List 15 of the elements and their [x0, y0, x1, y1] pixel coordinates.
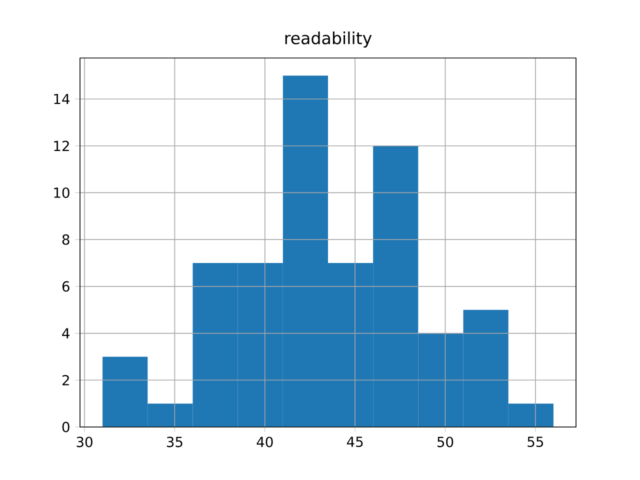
y-tick-label: 0: [62, 422, 70, 432]
x-tick-label: 50: [438, 436, 454, 448]
y-tick-label: 4: [62, 328, 70, 338]
y-tick-label: 2: [62, 374, 69, 386]
x-tick-label: 30: [76, 436, 92, 448]
y-tick-label: 10: [54, 187, 70, 198]
x-tick-label: 40: [256, 436, 273, 448]
x-tick-label: 55: [528, 436, 544, 448]
y-tick-label: 12: [54, 140, 69, 151]
x-tick-label: 45: [346, 436, 363, 448]
chart-title: readability: [285, 32, 372, 48]
y-tick-label: 14: [54, 94, 70, 104]
y-tick-label: 6: [62, 281, 70, 292]
x-tick-label: 35: [166, 436, 182, 448]
y-tick-label: 8: [62, 234, 70, 245]
